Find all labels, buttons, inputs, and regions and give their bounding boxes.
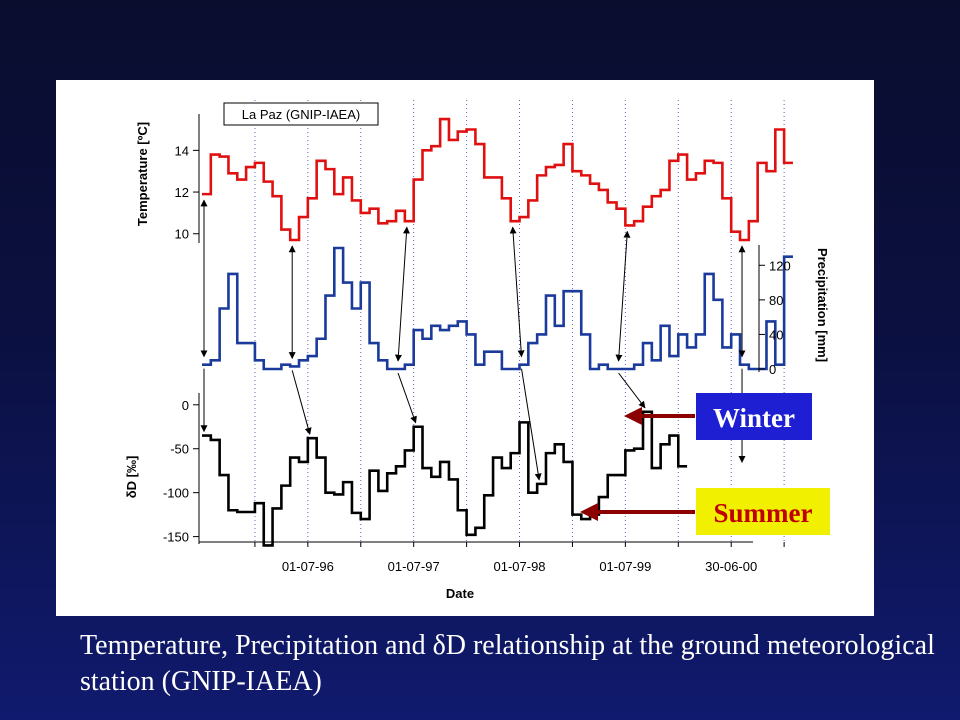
y-tick-label: 10 [175, 227, 189, 242]
summer-annotation: Summer [580, 488, 830, 535]
deltaD-line [202, 410, 688, 547]
winter-label: Winter [713, 403, 795, 433]
x-tick-label: 01-07-97 [388, 559, 440, 574]
y-tick-label: 0 [769, 362, 776, 377]
precipitation-line [202, 246, 793, 371]
temp-precip-arrow [509, 226, 525, 358]
precipitation-axis-label: Precipitation [mm] [815, 248, 830, 362]
y-tick-label: -100 [163, 486, 189, 501]
x-axis-label: Date [446, 586, 474, 601]
x-tick-label: 01-07-99 [599, 559, 651, 574]
title-box [223, 102, 379, 126]
y-tick-label: -150 [163, 530, 189, 545]
y-tick-label: 120 [769, 258, 791, 273]
chart: 10 12 14 0 40 80 120 0 -50 -100 -150 01-07-96 01-07-… [124, 100, 830, 601]
winter-arrow-head [624, 407, 642, 425]
precip-deltaD-arrow [618, 372, 646, 409]
summer-arrow-head [580, 503, 598, 521]
chart-title: La Paz (GNIP-IAEA) [242, 107, 360, 122]
y-tick-label: 12 [175, 185, 189, 200]
winter-annotation: Winter [624, 393, 812, 440]
temperature-axis-label: Temperature [ºC] [135, 122, 150, 226]
precip-deltaD-arrow [521, 368, 542, 481]
temperature-line [202, 117, 793, 242]
precip-deltaD-arrow [291, 370, 312, 435]
slide-caption: Temperature, Precipitation and δD relati… [80, 630, 935, 697]
winter-label-box [696, 393, 812, 440]
temp-precip-arrow [394, 226, 410, 362]
axes: 10 12 14 0 40 80 120 0 -50 -100 -150 01-07-96 01-07-… [163, 114, 791, 574]
x-tick-label: 01-07-96 [282, 559, 334, 574]
deltaD-axis-label: δD [‰] [124, 456, 139, 499]
summer-label-box [696, 488, 830, 535]
precip-deltaD-arrow [397, 372, 417, 424]
y-tick-label: -50 [170, 442, 189, 457]
x-tick-label: 01-07-98 [493, 559, 545, 574]
y-tick-label: 40 [769, 327, 783, 342]
temp-precip-arrow [615, 230, 631, 362]
chart-marks [200, 117, 793, 547]
y-tick-label: 80 [769, 293, 783, 308]
x-tick-label: 30-06-00 [705, 559, 757, 574]
y-tick-label: 0 [182, 398, 189, 413]
summer-label: Summer [714, 498, 813, 528]
y-tick-label: 14 [175, 143, 189, 158]
chart-panel: 10 12 14 0 40 80 120 0 -50 -100 -150 01-07-96 01-07-… [56, 80, 874, 616]
